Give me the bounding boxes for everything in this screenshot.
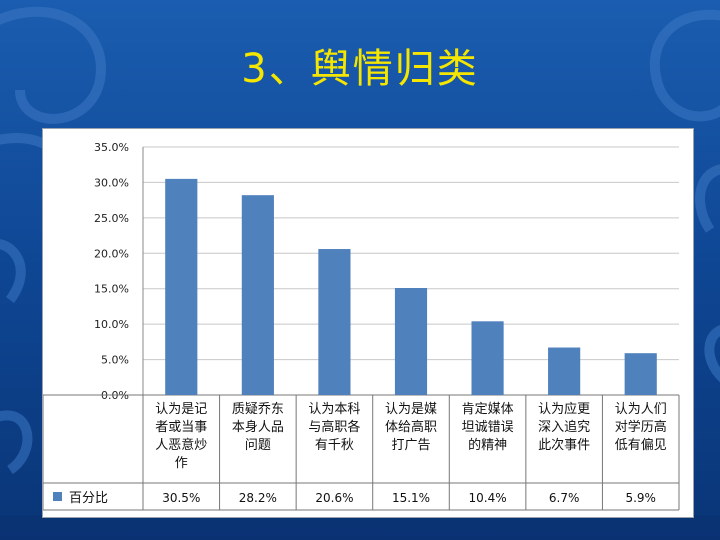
right-swirl-decoration (649, 9, 720, 383)
bar (624, 353, 657, 395)
category-label: 认为人们 (615, 402, 667, 417)
data-label: 15.1% (392, 491, 430, 505)
bottom-band (0, 515, 720, 540)
y-tick-label: 25.0% (94, 212, 129, 225)
category-label: 者或当事 (155, 420, 207, 435)
category-label: 深入追究 (538, 419, 590, 435)
category-label: 坦诚错误 (462, 420, 514, 435)
category-label: 认为是媒 (385, 402, 437, 417)
category-label: 认为应更 (538, 401, 590, 417)
data-label: 6.7% (549, 491, 580, 505)
data-label: 30.5% (162, 491, 200, 505)
category-label: 本身人品 (232, 419, 284, 435)
category-label: 人恶意炒 (155, 437, 207, 453)
category-label: 认为是记 (155, 402, 207, 417)
category-label: 质疑乔东 (232, 401, 284, 417)
category-label: 对学历高 (615, 419, 667, 435)
y-tick-label: 35.0% (94, 141, 129, 154)
y-tick-label: 5.0% (101, 354, 129, 367)
category-label: 体给高职 (385, 419, 437, 435)
bar (548, 347, 581, 395)
category-label: 的精神 (468, 437, 507, 453)
category-label: 打广告 (391, 438, 430, 453)
category-label: 肯定媒体 (462, 402, 514, 417)
y-tick-label: 15.0% (94, 283, 129, 296)
data-label: 28.2% (239, 491, 277, 505)
legend-label: 百分比 (69, 491, 108, 506)
category-label: 低有偏见 (615, 438, 667, 453)
bar (318, 249, 351, 395)
y-tick-label: 20.0% (94, 247, 129, 260)
data-label: 5.9% (625, 491, 656, 505)
data-label: 20.6% (315, 491, 353, 505)
y-tick-label: 30.0% (94, 176, 129, 189)
bar (165, 178, 198, 395)
chart-panel: 0.0% 5.0% 10.0% 15.0% 20.0% 25.0% 30.0% 35.0% 认为… (42, 128, 694, 518)
bar-chart: 0.0%5.0%10.0%15.0%20.0%25.0%30.0%35.0%认为… (43, 141, 680, 511)
slide-title: 3、舆情归类 (241, 46, 479, 92)
data-label: 10.4% (469, 491, 507, 505)
legend-key (53, 492, 62, 501)
category-label: 有千秋 (315, 438, 354, 453)
bar (241, 195, 274, 395)
category-label: 作 (175, 456, 188, 471)
category-label: 认为本科 (308, 402, 360, 417)
bar (394, 288, 428, 395)
category-label: 此次事件 (538, 437, 590, 453)
bar (471, 321, 504, 395)
category-label: 与高职各 (308, 419, 360, 435)
category-label: 问题 (245, 438, 271, 453)
y-tick-label: 10.0% (94, 318, 129, 331)
